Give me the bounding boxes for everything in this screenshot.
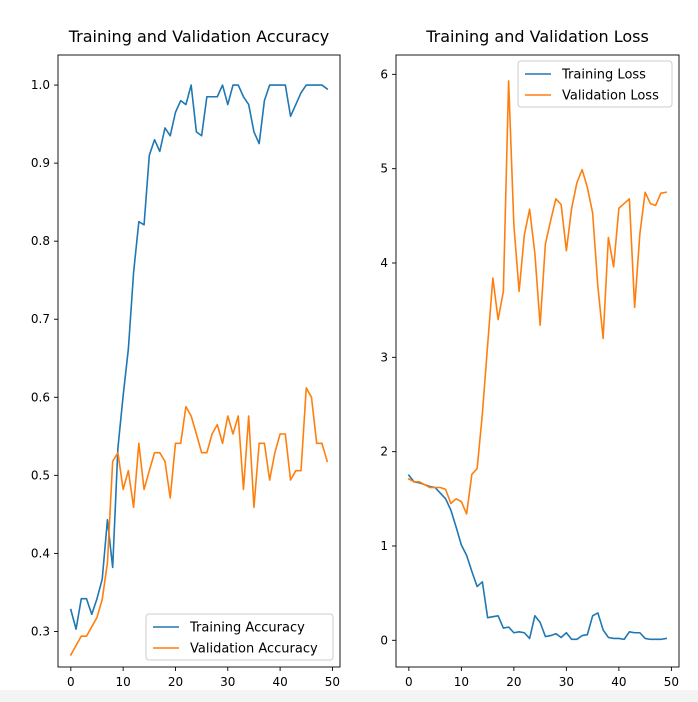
loss-y-tick-label: 6: [380, 67, 388, 81]
accuracy-legend-label-2: Validation Accuracy: [190, 642, 318, 657]
accuracy-x-tick-label: 30: [220, 675, 235, 689]
accuracy-y-tick-label: 0.3: [31, 624, 50, 638]
accuracy-legend-label-1: Training Accuracy: [189, 621, 305, 636]
accuracy-x-tick-label: 0: [67, 675, 75, 689]
accuracy-y-tick-label: 0.8: [31, 234, 50, 248]
accuracy-legend: Training Accuracy Validation Accuracy: [145, 613, 334, 661]
loss-legend: Training Loss Validation Loss: [517, 60, 673, 108]
loss-x-tick-label: 40: [611, 675, 626, 689]
accuracy-y-tick-label: 0.4: [31, 546, 50, 560]
accuracy-y-tick-label: 0.7: [31, 312, 50, 326]
loss-x-tick-label: 30: [559, 675, 574, 689]
loss-y-tick-label: 2: [380, 445, 388, 459]
accuracy-x-tick-label: 10: [115, 675, 130, 689]
loss-y-tick-label: 4: [380, 256, 388, 270]
loss-series-line-2: [407, 80, 668, 515]
loss-legend-label-1: Training Loss: [561, 68, 646, 83]
accuracy-series-line-2: [69, 387, 329, 656]
accuracy-series-line-1: [69, 84, 329, 630]
accuracy-x-tick-label: 40: [272, 675, 287, 689]
accuracy-axes-frame: [57, 54, 341, 668]
loss-x-tick-label: 0: [405, 675, 413, 689]
accuracy-y-tick-label: 0.9: [31, 156, 50, 170]
loss-y-tick-label: 3: [380, 350, 388, 364]
accuracy-x-tick-label: 50: [325, 675, 340, 689]
loss-chart: Training and Validation Loss 0 10 20 30 40 50 0…: [380, 27, 680, 689]
accuracy-x-tick-label: 20: [168, 675, 183, 689]
loss-legend-label-2: Validation Loss: [562, 89, 659, 104]
accuracy-chart-title: Training and Validation Accuracy: [68, 27, 330, 46]
loss-axes-frame: [395, 54, 680, 668]
accuracy-y-tick-label: 0.6: [31, 390, 50, 404]
accuracy-y-tick-label: 1.0: [31, 78, 50, 92]
loss-x-tick-label: 50: [664, 675, 679, 689]
loss-y-tick-label: 5: [380, 162, 388, 176]
accuracy-y-tick-label: 0.5: [31, 468, 50, 482]
loss-x-tick-label: 10: [454, 675, 469, 689]
loss-y-tick-label: 0: [380, 633, 388, 647]
accuracy-legend-box: [145, 613, 334, 661]
loss-legend-box: [517, 60, 673, 108]
loss-x-tick-label: 20: [506, 675, 521, 689]
loss-y-tick-label: 1: [380, 539, 388, 553]
loss-chart-title: Training and Validation Loss: [425, 27, 649, 46]
accuracy-chart: Training and Validation Accuracy 0 10 20 30 4…: [31, 27, 341, 689]
bottom-strip: [0, 690, 698, 702]
loss-series-line-1: [407, 474, 668, 641]
